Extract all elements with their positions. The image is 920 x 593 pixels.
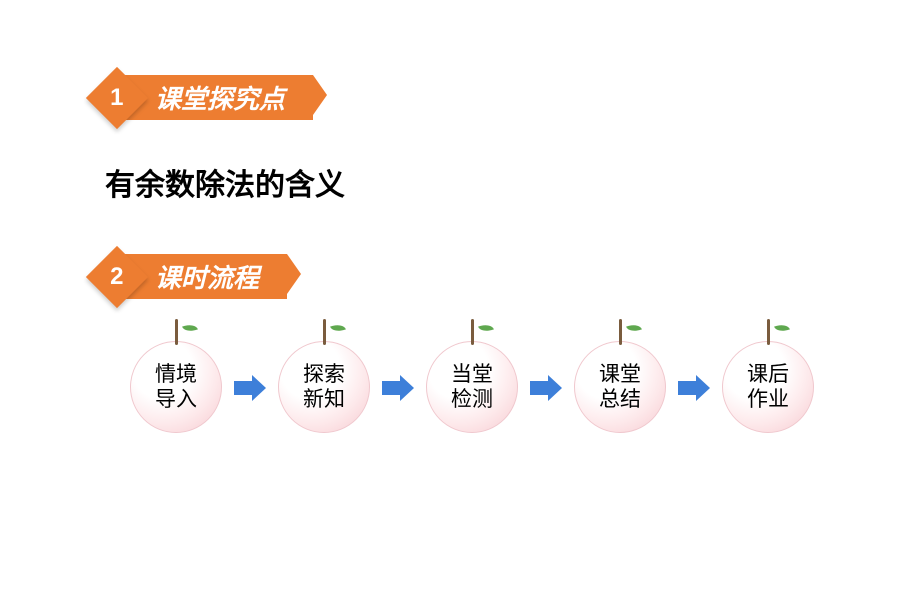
flow-node-3: 当堂 检测 (426, 319, 518, 433)
flow-line1-2: 探索 (303, 363, 345, 386)
leaf-icon (774, 322, 790, 334)
flow-circle-4: 课堂 总结 (574, 341, 666, 433)
flow-circle-5: 课后 作业 (722, 341, 814, 433)
arrow-body (234, 381, 252, 395)
section-number-1: 1 (110, 83, 123, 111)
flow-node-2: 探索 新知 (278, 319, 370, 433)
stem-icon (175, 319, 178, 345)
arrow-1 (234, 375, 266, 401)
stem-icon (323, 319, 326, 345)
flow-circle-1: 情境 导入 (130, 341, 222, 433)
stem-icon (471, 319, 474, 345)
arrow-head-icon (252, 375, 266, 401)
flow-node-1: 情境 导入 (130, 319, 222, 433)
arrow-body (382, 381, 400, 395)
arrow-body (678, 381, 696, 395)
section-label-1: 课堂探究点 (121, 75, 313, 120)
section-number-2: 2 (110, 262, 123, 290)
flow-text-3: 当堂 检测 (451, 362, 493, 412)
arrow-4 (678, 375, 710, 401)
flow-line2-2: 新知 (303, 388, 345, 411)
leaf-icon (478, 322, 494, 334)
flow-text-5: 课后 作业 (747, 362, 789, 412)
flow-line1-1: 情境 (155, 363, 197, 386)
stem-icon (767, 319, 770, 345)
flow-line2-5: 作业 (747, 388, 789, 411)
leaf-icon (182, 322, 198, 334)
flow-line1-3: 当堂 (451, 363, 493, 386)
flow-line2-3: 检测 (451, 388, 493, 411)
flow-circle-3: 当堂 检测 (426, 341, 518, 433)
arrow-head-icon (696, 375, 710, 401)
flow-node-5: 课后 作业 (722, 319, 814, 433)
leaf-icon (626, 322, 642, 334)
leaf-icon (330, 322, 346, 334)
flow-line1-4: 课堂 (599, 363, 641, 386)
arrow-head-icon (548, 375, 562, 401)
arrow-head-icon (400, 375, 414, 401)
flow-node-4: 课堂 总结 (574, 319, 666, 433)
arrow-2 (382, 375, 414, 401)
arrow-3 (530, 375, 562, 401)
section-header-1: 1 课堂探究点 (95, 75, 920, 120)
arrow-body (530, 381, 548, 395)
stem-icon (619, 319, 622, 345)
section-header-2: 2 课时流程 (95, 254, 920, 299)
flow-text-2: 探索 新知 (303, 362, 345, 412)
flow-line1-5: 课后 (747, 363, 789, 386)
flow-circle-2: 探索 新知 (278, 341, 370, 433)
flow-row: 情境 导入 探索 新知 当堂 检测 (130, 319, 920, 433)
content-text: 有余数除法的含义 (105, 160, 920, 204)
flow-line2-4: 总结 (599, 388, 641, 411)
flow-text-4: 课堂 总结 (599, 362, 641, 412)
flow-line2-1: 导入 (155, 388, 197, 411)
flow-text-1: 情境 导入 (155, 362, 197, 412)
